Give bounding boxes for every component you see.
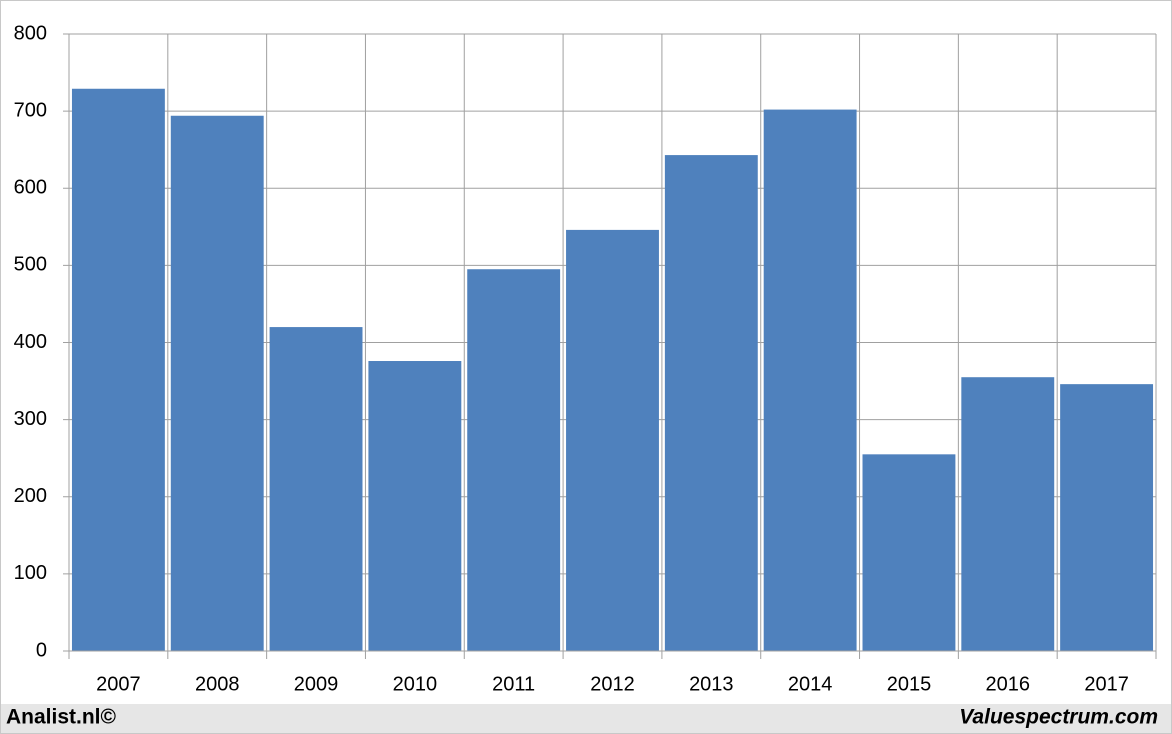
- bar: [269, 327, 363, 651]
- y-tick-label: 200: [14, 485, 47, 507]
- x-tick-label: 2011: [492, 673, 535, 695]
- bar: [961, 377, 1055, 651]
- y-tick-label: 500: [14, 254, 47, 276]
- bar: [1060, 384, 1154, 651]
- y-tick-label: 600: [14, 177, 47, 199]
- footer-left: Analist.nl©: [6, 706, 117, 729]
- bar: [763, 109, 857, 651]
- bar: [566, 229, 659, 651]
- y-tick-label: 300: [14, 408, 47, 430]
- x-tick-label: 2017: [1084, 673, 1129, 695]
- bar: [862, 454, 956, 651]
- bar: [467, 269, 561, 651]
- x-tick-label: 2012: [590, 673, 635, 695]
- x-tick-label: 2007: [96, 673, 141, 695]
- bar: [170, 115, 264, 651]
- x-tick-label: 2016: [986, 673, 1031, 695]
- footer-right: Valuespectrum.com: [959, 706, 1158, 729]
- y-tick-label: 100: [14, 562, 47, 584]
- x-tick-label: 2008: [195, 673, 240, 695]
- x-tick-label: 2015: [887, 673, 932, 695]
- x-tick-label: 2014: [788, 673, 833, 695]
- y-tick-label: 0: [36, 639, 47, 661]
- bar: [368, 361, 462, 651]
- x-tick-label: 2013: [689, 673, 734, 695]
- y-tick-label: 800: [14, 22, 47, 44]
- x-tick-label: 2010: [393, 673, 438, 695]
- bar: [71, 88, 165, 652]
- x-tick-label: 2009: [294, 673, 339, 695]
- bar: [664, 155, 758, 651]
- y-tick-label: 700: [14, 99, 47, 121]
- y-tick-label: 400: [14, 331, 47, 353]
- footer-band: [1, 704, 1171, 733]
